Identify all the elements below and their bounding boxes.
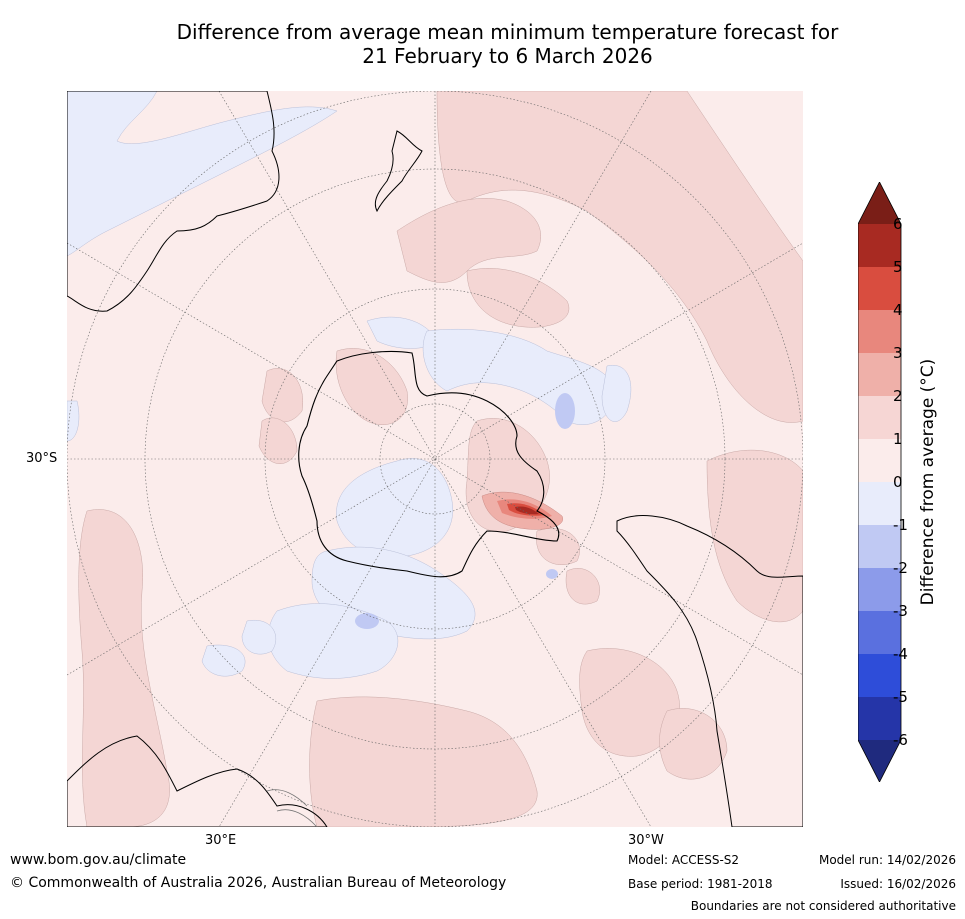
footer-base-period: Base period: 1981-2018 <box>628 877 773 891</box>
title-line-1: Difference from average mean minimum tem… <box>176 20 839 44</box>
footer-disclaimer: Boundaries are not considered authoritat… <box>690 899 956 913</box>
colorbar-tick-label: 0 <box>893 473 903 491</box>
colorbar-title: Difference from average (°C) <box>918 358 938 606</box>
colorbar <box>858 182 902 782</box>
colorbar-band-0_1 <box>858 439 901 482</box>
title-line-2: 21 February to 6 March 2026 <box>362 44 653 68</box>
colorbar-tick-label: -1 <box>893 516 908 534</box>
colorbar-band-3_4 <box>858 310 901 353</box>
anomaly-minus2-minus1-regions <box>355 393 575 629</box>
colorbar-outline <box>858 182 902 782</box>
colorbar-tick-label: -6 <box>893 731 908 749</box>
colorbar-tick-label: -3 <box>893 602 908 620</box>
colorbar-band-m1_0 <box>858 482 901 525</box>
colorbar-band-m4_m3 <box>858 611 901 654</box>
colorbar-band-m2_m1 <box>858 525 901 568</box>
colorbar-tick-label: 1 <box>893 430 903 448</box>
colorbar-tick-label: -2 <box>893 559 908 577</box>
graticule <box>67 91 803 827</box>
footer-model-run: Model run: 14/02/2026 <box>818 853 956 867</box>
anomaly-1-2-regions <box>67 91 803 827</box>
colorbar-extend-top <box>858 182 901 224</box>
footer-copyright: © Commonwealth of Australia 2026, Austra… <box>10 875 507 891</box>
footer-model: Model: ACCESS-S2 <box>628 853 740 867</box>
footer-website[interactable]: www.bom.gov.au/climate <box>10 852 187 868</box>
colorbar-segments <box>858 182 902 782</box>
colorbar-tick-label: 5 <box>893 258 903 276</box>
colorbar-tick-label: 4 <box>893 301 903 319</box>
colorbar-band-1_2 <box>858 396 901 439</box>
colorbar-band-5_6 <box>858 224 901 267</box>
colorbar-band-m6_m5 <box>858 697 901 740</box>
colorbar-tick-label: -4 <box>893 645 908 663</box>
map-panel <box>67 91 803 827</box>
colorbar-band-4_5 <box>858 267 901 310</box>
africa-coastline <box>67 735 328 827</box>
colorbar-extend-bottom <box>858 740 901 782</box>
australia-coastline <box>67 91 280 312</box>
africa-country-borders <box>266 789 318 827</box>
south-america-coastline <box>616 515 803 827</box>
colorbar-band-m5_m4 <box>858 654 901 697</box>
lat-label-30s: 30°S <box>26 451 58 466</box>
new-zealand-coastline <box>374 130 423 213</box>
lon-label-30e: 30°E <box>205 833 237 848</box>
colorbar-tick-label: 6 <box>893 215 903 233</box>
colorbar-tick-label: 3 <box>893 344 903 362</box>
colorbar-band-2_3 <box>858 353 901 396</box>
chart-title: Difference from average mean minimum tem… <box>0 20 965 68</box>
colorbar-tick-label: -5 <box>893 688 908 706</box>
map-svg <box>67 91 803 827</box>
colorbar-tick-label: 2 <box>893 387 903 405</box>
colorbar-band-m3_m2 <box>858 568 901 611</box>
lon-label-30w: 30°W <box>628 833 664 848</box>
footer-issued: Issued: 16/02/2026 <box>840 877 956 891</box>
antarctica-coastline <box>298 350 560 578</box>
